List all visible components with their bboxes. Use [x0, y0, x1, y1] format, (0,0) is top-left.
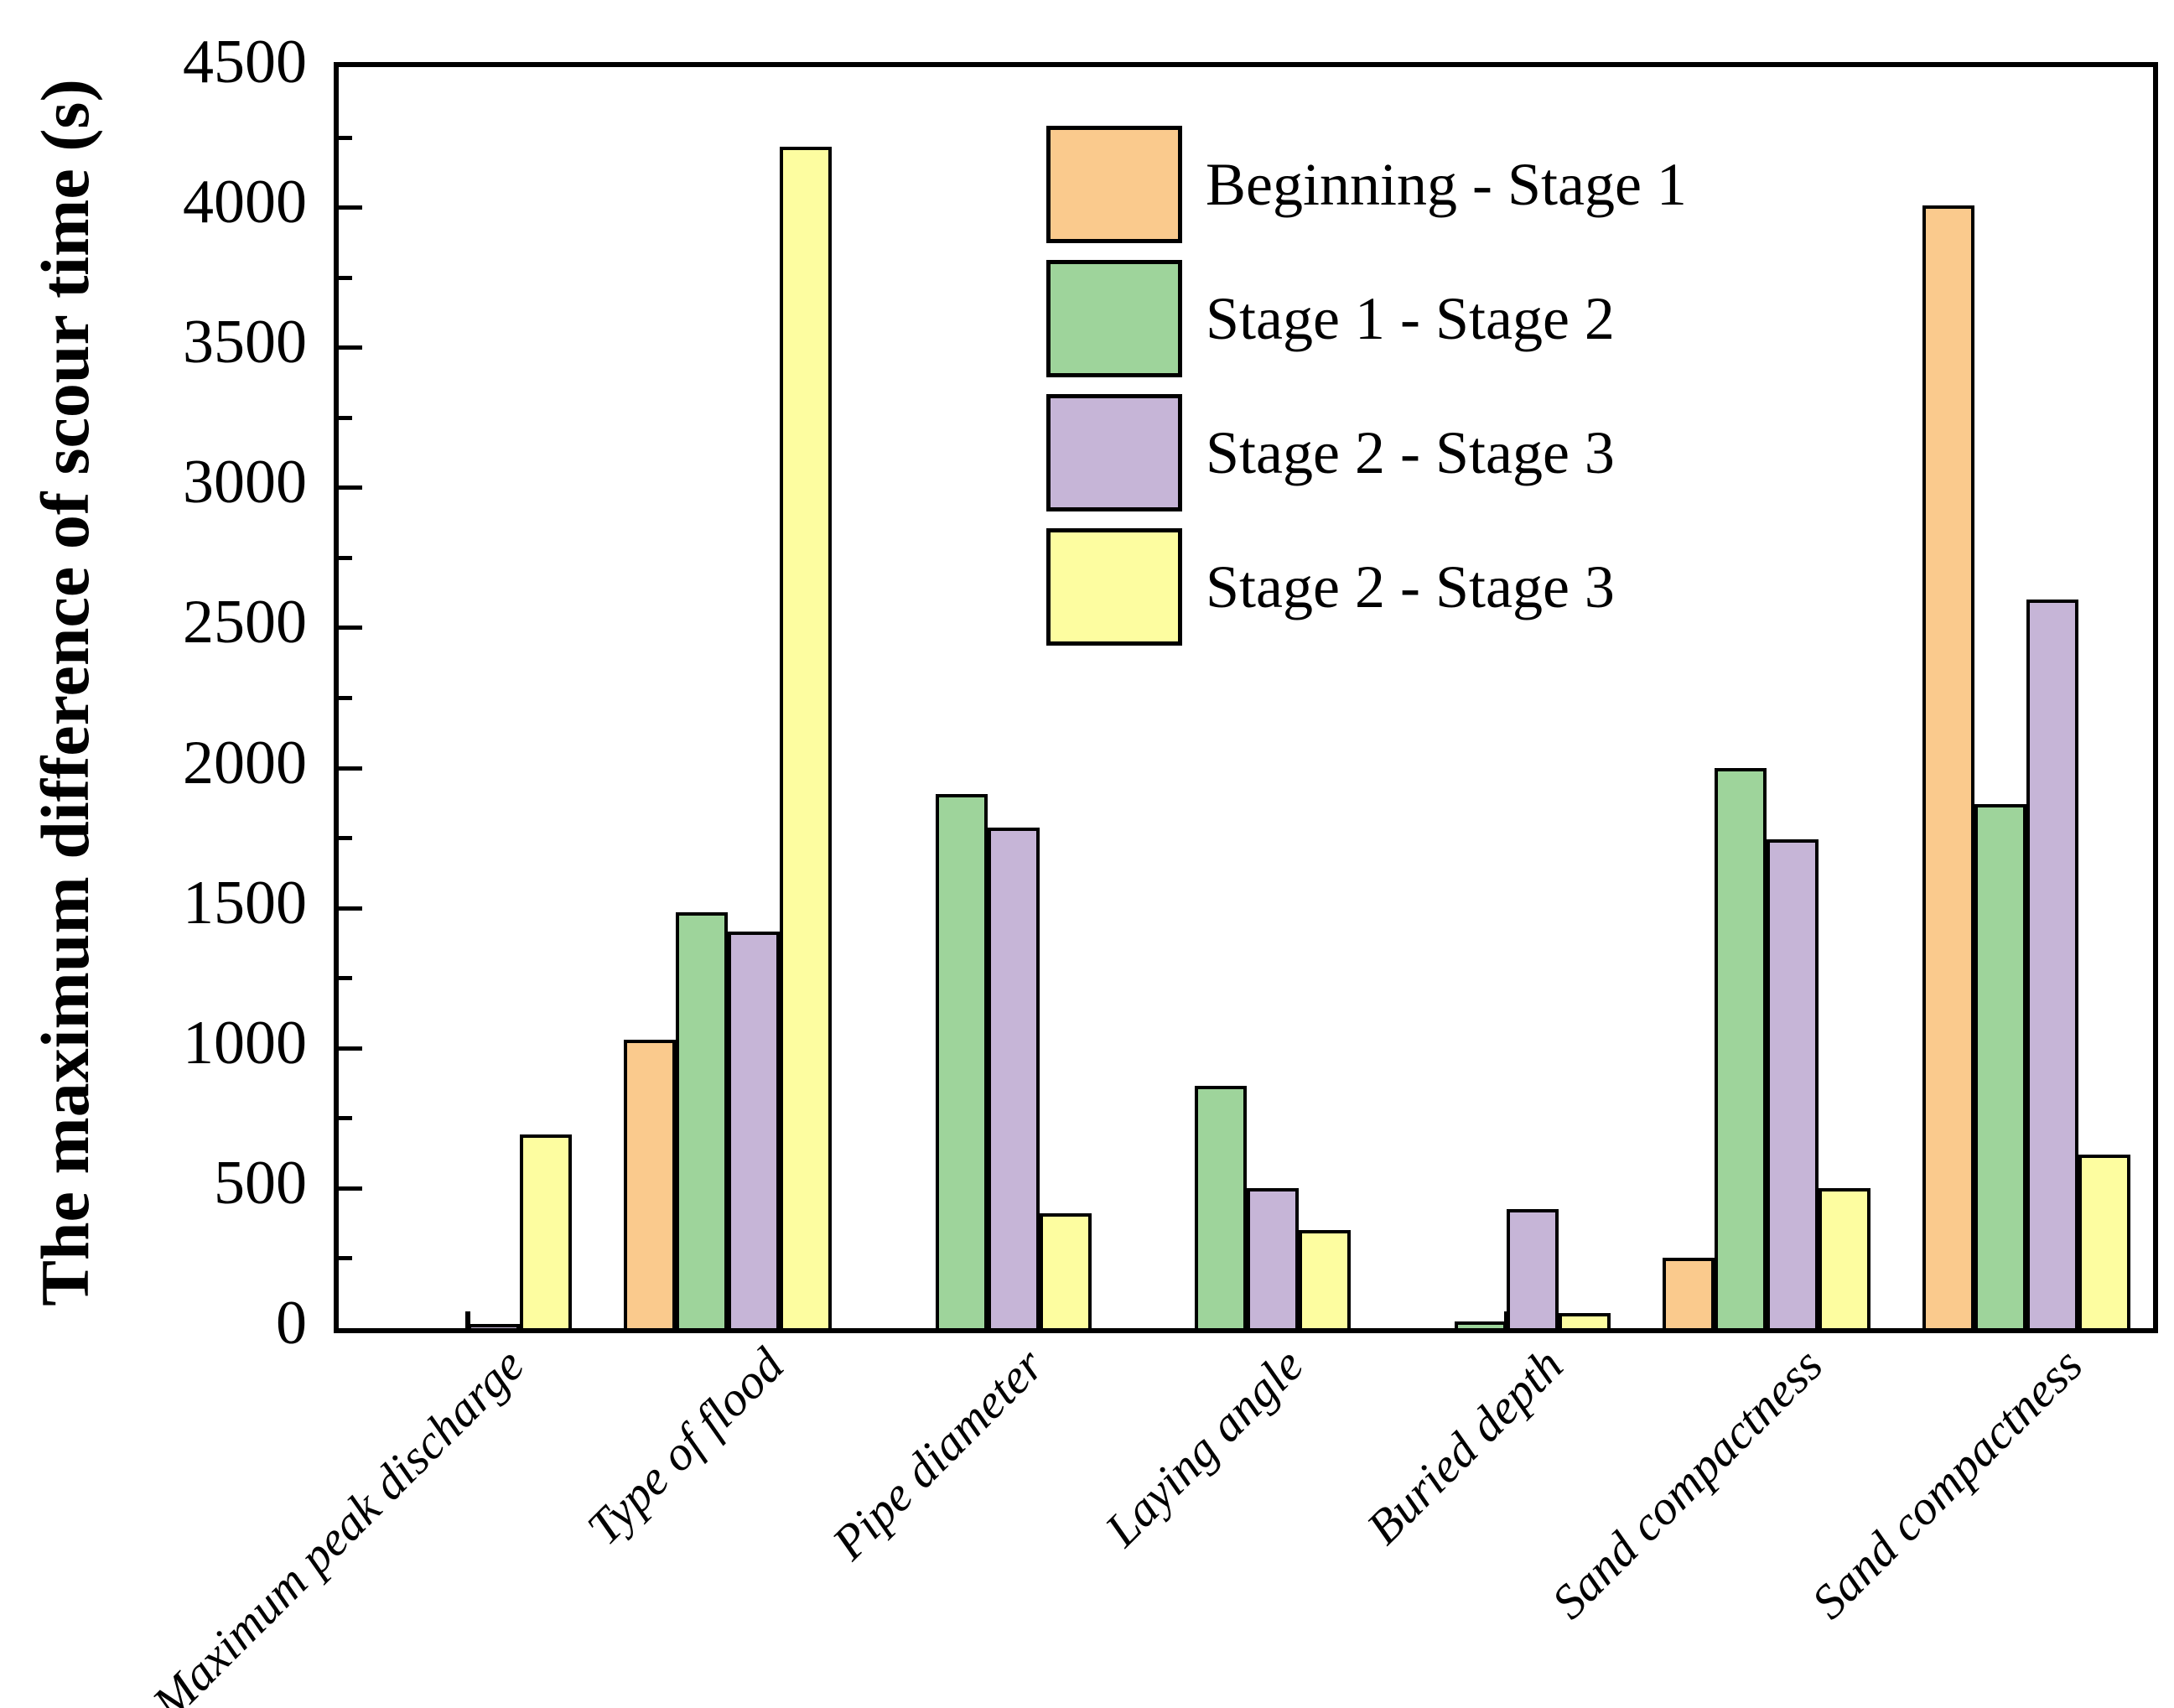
- y-major-tick: [339, 205, 362, 210]
- y-tick-label: 1000: [183, 1008, 307, 1077]
- y-minor-tick: [339, 1116, 352, 1121]
- y-minor-tick: [339, 696, 352, 700]
- bar: [1299, 1230, 1352, 1328]
- y-major-tick: [339, 345, 362, 350]
- bar: [935, 794, 988, 1328]
- legend: Beginning - Stage 1 Stage 1 - Stage 2 Stag…: [1046, 126, 1687, 662]
- y-tick-label: 4000: [183, 168, 307, 237]
- bar: [727, 932, 780, 1328]
- y-minor-tick: [339, 555, 352, 560]
- bar: [1819, 1188, 1871, 1328]
- bar: [1195, 1086, 1248, 1328]
- bar: [1559, 1313, 1611, 1328]
- bar: [987, 828, 1040, 1328]
- bar: [1507, 1209, 1559, 1328]
- y-axis-title: The maximum difference of scour time (s): [27, 79, 103, 1306]
- bar: [1715, 768, 1767, 1328]
- bar: [2026, 600, 2078, 1328]
- category-label: Sand compactness: [1541, 1337, 1834, 1629]
- legend-swatch: [1046, 260, 1182, 377]
- y-major-tick: [339, 1186, 362, 1191]
- legend-swatch: [1046, 126, 1182, 243]
- y-minor-tick: [339, 976, 352, 981]
- category-label: Buried depth: [1356, 1337, 1574, 1555]
- y-tick-label: 3000: [183, 448, 307, 517]
- legend-label: Stage 2 - Stage 3: [1206, 419, 1615, 486]
- bar: [675, 912, 728, 1328]
- bar: [1922, 205, 1974, 1328]
- category-label: Pipe diameter: [821, 1337, 1054, 1570]
- y-major-tick: [339, 766, 362, 771]
- category-label: Sand compactness: [1801, 1337, 2094, 1629]
- category-label: Laying angle: [1094, 1337, 1314, 1557]
- y-tick-label: 0: [276, 1289, 307, 1358]
- category-label: Type of flood: [576, 1337, 794, 1555]
- legend-item: Beginning - Stage 1: [1046, 126, 1687, 243]
- y-major-tick: [339, 1046, 362, 1051]
- y-tick-label: 2500: [183, 588, 307, 657]
- y-minor-tick: [339, 275, 352, 280]
- y-tick-label: 1500: [183, 868, 307, 937]
- y-major-tick: [339, 485, 362, 491]
- y-tick-label: 4500: [183, 28, 307, 96]
- y-minor-tick: [339, 415, 352, 420]
- bar: [1247, 1188, 1300, 1328]
- bar: [2078, 1155, 2130, 1328]
- legend-label: Stage 1 - Stage 2: [1206, 285, 1615, 352]
- legend-item: Stage 2 - Stage 3: [1046, 394, 1687, 511]
- y-major-tick: [339, 626, 362, 631]
- legend-label: Stage 2 - Stage 3: [1206, 553, 1615, 620]
- bar: [468, 1324, 520, 1328]
- y-tick-label: 2000: [183, 728, 307, 797]
- plot-area: [334, 62, 2158, 1333]
- bar: [1039, 1213, 1092, 1328]
- y-minor-tick: [339, 836, 352, 841]
- legend-swatch: [1046, 528, 1182, 646]
- y-minor-tick: [339, 135, 352, 140]
- bar: [1455, 1321, 1507, 1328]
- y-major-tick: [339, 906, 362, 911]
- bar: [520, 1134, 572, 1328]
- bar: [779, 147, 832, 1328]
- y-tick-label: 500: [214, 1148, 307, 1217]
- legend-swatch: [1046, 394, 1182, 511]
- legend-item: Stage 2 - Stage 3: [1046, 528, 1687, 646]
- legend-item: Stage 1 - Stage 2: [1046, 260, 1687, 377]
- x-major-tick: [465, 1311, 470, 1328]
- bar: [1663, 1258, 1715, 1328]
- y-tick-label: 3500: [183, 308, 307, 377]
- category-label: Maximum peak discharge: [142, 1337, 535, 1708]
- y-minor-tick: [339, 1256, 352, 1261]
- bar: [623, 1040, 676, 1328]
- legend-label: Beginning - Stage 1: [1206, 151, 1687, 218]
- bar: [1974, 804, 2026, 1328]
- bar: [1767, 839, 1819, 1328]
